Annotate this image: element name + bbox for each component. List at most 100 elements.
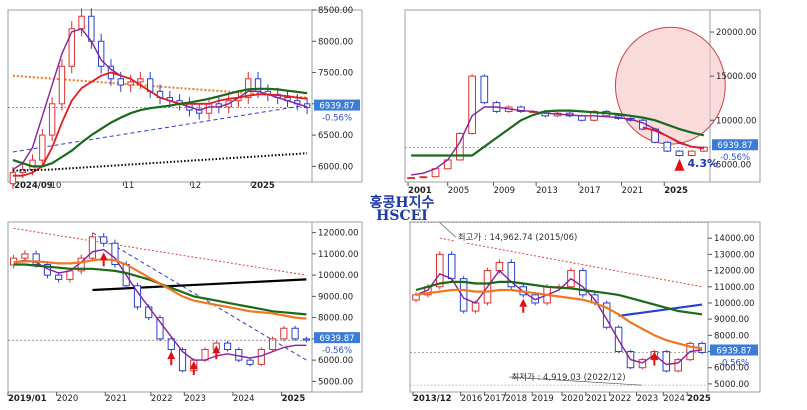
tl-candle	[68, 28, 75, 67]
tr-y-tick-label: 20000.00	[716, 28, 757, 38]
br-x-tick-label: 2024	[663, 394, 685, 404]
tr-line-ma-green	[411, 109, 705, 157]
tl-line-ma-green	[12, 87, 308, 168]
br-y-tick-label: 9000.00	[714, 315, 749, 325]
bl-y-tick-label: 5000.00	[318, 377, 353, 387]
tr-candle	[663, 141, 672, 152]
bl-trendline-red-dotted	[13, 227, 307, 276]
bl-candle	[88, 236, 97, 259]
br-y-tick-label: 5000.00	[714, 380, 749, 390]
tr-candle	[517, 106, 525, 112]
br-annotation-leader	[439, 222, 456, 238]
tr-x-tick-label: 2021	[622, 186, 644, 196]
br-annotation-bg	[509, 371, 658, 383]
tl-candle	[137, 78, 144, 83]
br-annotation-bg	[455, 231, 604, 243]
tl-candle	[48, 103, 56, 136]
tl-x-tick-label: 11	[124, 181, 135, 191]
tr-x-tick-label: 2001	[408, 186, 432, 196]
br-candle	[507, 261, 516, 288]
bl-candle	[66, 270, 74, 280]
bl-candle	[246, 359, 254, 365]
tr-x-tick-label: 2017	[579, 186, 601, 196]
br-x-tick-label: 2025	[687, 394, 711, 404]
tl-candle	[9, 172, 17, 185]
bl-candle	[302, 338, 310, 341]
tr-y-tick-label: 5000.00	[716, 160, 751, 170]
tl-candle	[39, 134, 46, 161]
tl-change-text: -0.56%	[322, 114, 352, 124]
bl-x-tick-label: 2023	[184, 394, 206, 404]
bl-x-tick-label: 2020	[57, 394, 79, 404]
tl-candle	[58, 65, 66, 105]
bl-candle	[55, 274, 63, 280]
bl-y-tick-label: 11000.00	[318, 250, 359, 260]
tl-candle	[205, 103, 213, 114]
br-y-tick-label: 6000.00	[714, 364, 749, 374]
tl-y-tick-label: 8000.00	[318, 37, 353, 47]
bl-price-flag	[314, 332, 360, 344]
br-candle	[436, 253, 444, 288]
tl-candle	[88, 15, 95, 42]
tr-x-tick-label: 2025	[664, 186, 688, 196]
bl-marker-arrow	[167, 351, 176, 360]
tr-x-tick-label: 2005	[448, 186, 470, 196]
bl-price-flag-text: 6939.87	[319, 334, 354, 344]
bl-marker-arrow	[189, 361, 198, 370]
br-y-tick-label: 12000.00	[714, 267, 755, 277]
bl-change-text: -0.56%	[322, 346, 352, 356]
br-x-tick-label: 2022	[610, 394, 632, 404]
tl-price-flag	[314, 99, 360, 111]
tr-candle	[419, 176, 428, 179]
tr-change-text: -0.56%	[720, 153, 750, 163]
tl-y-tick-label: 6000.00	[318, 162, 353, 172]
br-y-tick-label: 8000.00	[714, 331, 749, 341]
tr-candle	[675, 150, 684, 157]
tr-x-tick-label: 2013	[536, 186, 558, 196]
bl-line-ma-orange	[13, 258, 307, 320]
br-candle	[447, 253, 456, 280]
tl-candle	[127, 81, 134, 86]
tl-x-tick-label: 10	[51, 181, 62, 191]
br-plot-frame	[409, 221, 761, 393]
bl-y-tick-label: 6000.00	[318, 356, 353, 366]
bl-x-tick-label: 2021	[105, 394, 127, 404]
tr-candle	[578, 115, 586, 121]
bl-candle	[223, 342, 232, 350]
br-marker-arrow	[519, 298, 528, 307]
page-title-korean: 홍콩H지수	[369, 195, 435, 211]
bl-marker-arrow	[99, 252, 108, 261]
bl-x-tick-label: 2022	[151, 394, 173, 404]
br-x-tick-label: 2018	[505, 394, 527, 404]
tr-price-flag-text: 6939.87	[717, 141, 752, 151]
br-x-tick-label: 2019	[532, 394, 554, 404]
br-change-text: -0.56%	[719, 358, 749, 368]
tr-x-tick-label: 2009	[493, 186, 515, 196]
br-x-tick-label: 2021	[586, 394, 608, 404]
br-candle	[495, 261, 504, 272]
tr-up-arrow	[674, 158, 685, 171]
bl-candle	[280, 327, 288, 340]
tl-y-tick-label: 7500.00	[318, 69, 353, 79]
bl-candle	[111, 242, 119, 265]
tr-candle	[468, 75, 476, 134]
br-candle	[662, 351, 671, 372]
tr-price-flag	[712, 139, 758, 151]
tl-y-tick-label: 8500.00	[318, 6, 353, 16]
br-annotation-text: 최고가 : 14,962.74 (2015/06)	[458, 232, 578, 243]
bl-candle	[268, 338, 277, 350]
bl-candle	[145, 306, 153, 319]
br-candle	[459, 278, 468, 312]
br-trendline-red-dotted	[439, 237, 703, 288]
tr-candle	[687, 150, 696, 157]
bl-y-tick-label: 9000.00	[318, 292, 353, 302]
br-line-ma-green	[415, 280, 703, 316]
bl-candle	[21, 253, 29, 259]
tl-x-tick-label: 2025	[251, 181, 275, 191]
br-candle	[471, 302, 480, 312]
bl-y-tick-label: 12000.00	[318, 229, 359, 239]
tl-line-ma-black	[12, 152, 308, 172]
page-title-english: HSCEI	[376, 208, 428, 224]
bl-y-tick-label: 10000.00	[318, 271, 359, 281]
tr-line-ma-short	[411, 106, 704, 176]
